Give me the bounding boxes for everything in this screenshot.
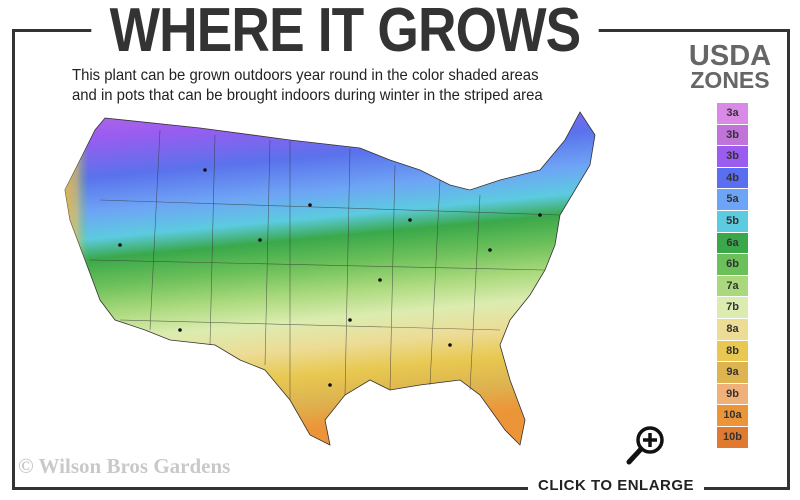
legend-title-usda: USDA <box>688 40 772 72</box>
legend-zone-6a: 6a <box>717 232 748 254</box>
zone-legend: 3a 3b 3b 4b 5a 5b 6a 6b 7a 7b 8a 8b 9a 9b 10a 10b <box>717 103 748 449</box>
west-coast-warm-zone <box>65 118 145 330</box>
legend-zone-4b: 4b <box>717 167 748 189</box>
legend-zone-8a: 8a <box>717 318 748 340</box>
legend-title-zones: ZONES <box>690 67 770 93</box>
legend-zone-3b: 3b <box>717 146 748 167</box>
legend-zone-5a: 5a <box>717 189 748 210</box>
page-title: WHERE IT GROWS <box>91 0 599 62</box>
click-to-enlarge-button[interactable]: CLICK TO ENLARGE <box>528 475 705 497</box>
legend-title: USDA ZONES <box>680 40 780 93</box>
watermark: © Wilson Bros Gardens <box>18 454 231 478</box>
state-borders <box>89 129 561 400</box>
legend-zone-9b: 9b <box>717 383 748 405</box>
legend-zone-9a: 9a <box>717 362 748 383</box>
city-markers <box>118 168 542 387</box>
legend-zone-8b: 8b <box>717 340 748 362</box>
legend-zone-7a: 7a <box>717 275 748 297</box>
subtitle-line-2: and in pots that can be brought indoors … <box>72 87 543 104</box>
legend-zone-7b: 7b <box>717 297 748 318</box>
legend-zone-10b: 10b <box>717 426 748 448</box>
subtitle-line-1: This plant can be grown outdoors year ro… <box>72 67 539 84</box>
us-map-shape <box>64 111 596 446</box>
legend-zone-3b: 3b <box>717 124 748 146</box>
legend-zone-5b: 5b <box>717 210 748 232</box>
magnifier-plus-icon[interactable] <box>626 424 668 466</box>
legend-zone-6b: 6b <box>717 254 748 275</box>
subtitle: This plant can be grown outdoors year ro… <box>72 66 593 106</box>
legend-zone-10a: 10a <box>717 405 748 426</box>
legend-zone-3a: 3a <box>717 103 748 124</box>
